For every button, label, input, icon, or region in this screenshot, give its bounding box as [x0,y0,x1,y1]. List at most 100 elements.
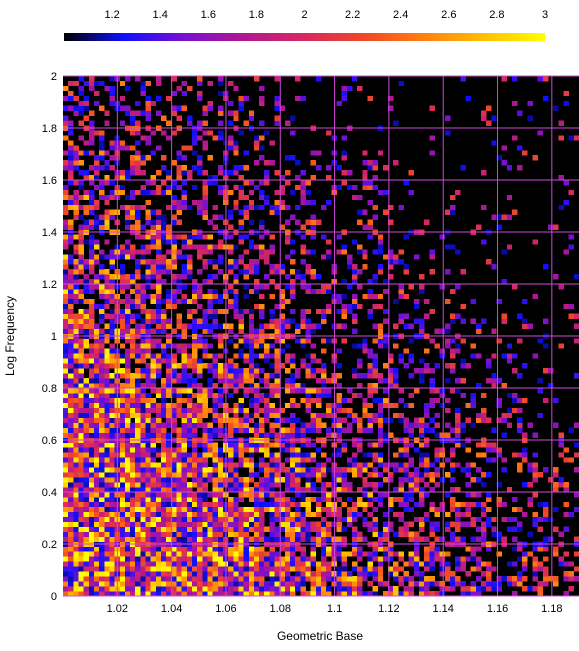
heatmap-cell [553,546,559,552]
heatmap-cell [460,501,466,508]
heatmap-cell [166,556,172,562]
heatmap-cell [351,457,358,463]
heatmap-cell [63,447,69,453]
heatmap-cell [207,383,213,389]
heatmap-cell [372,175,379,181]
heatmap-cell [511,591,518,597]
heatmap-cell [73,95,79,102]
heatmap-cell [135,516,141,523]
heatmap-cell [326,175,332,181]
heatmap-cell [398,591,404,597]
heatmap-cell [207,155,213,161]
heatmap-cell [176,165,182,171]
heatmap-cell [243,368,250,374]
heatmap-cell [99,586,105,592]
heatmap-cell [202,427,208,433]
heatmap-cell [321,412,327,419]
heatmap-cell [99,293,105,300]
heatmap-cell [455,407,461,414]
heatmap-cell [408,338,415,344]
heatmap-cell [99,511,105,518]
heatmap-cell [357,511,363,518]
heatmap-cell [150,457,157,463]
heatmap-cell [150,373,157,379]
heatmap-cell [450,536,456,542]
heatmap-cell [171,194,177,201]
heatmap-cell [135,293,141,300]
heatmap-cell [233,511,239,518]
heatmap-cell [238,259,244,265]
heatmap-cell [279,546,286,552]
heatmap-cell [88,457,95,463]
heatmap-cell [336,447,342,453]
heatmap-cell [279,511,286,518]
heatmap-cell [88,536,95,542]
heatmap-cell [161,581,167,587]
heatmap-cell [171,244,177,250]
heatmap-cell [269,269,275,275]
heatmap-cell [104,427,110,433]
heatmap-cell [300,234,306,240]
heatmap-cell [367,566,373,572]
heatmap-cell [135,388,141,394]
heatmap-cell [491,264,497,270]
heatmap-cell [176,378,182,384]
heatmap-cell [73,447,79,453]
heatmap-cell [269,551,275,557]
heatmap-cell [310,536,317,542]
heatmap-cell [217,556,224,562]
heatmap-cell [166,135,172,141]
heatmap-cell [104,442,110,448]
heatmap-cell [119,516,126,523]
heatmap-cell [176,288,182,295]
heatmap-cell [130,392,136,399]
heatmap-cell [130,397,136,404]
heatmap-cell [259,308,265,315]
heatmap-cell [310,175,317,181]
heatmap-cell [197,591,203,597]
heatmap-cell [212,427,219,433]
heatmap-cell [68,407,74,414]
heatmap-cell [455,313,461,319]
heatmap-cell [331,546,337,552]
heatmap-cell [424,422,430,428]
heatmap-cell [238,571,244,577]
heatmap-cell [341,561,348,567]
heatmap-cell [372,274,379,280]
heatmap-cell [88,397,95,404]
heatmap-cell [124,105,131,111]
heatmap-cell [295,571,301,577]
heatmap-cell [434,546,440,552]
heatmap-cell [460,338,466,344]
heatmap-cell [429,546,435,552]
heatmap-cell [212,135,219,141]
heatmap-cell [274,586,281,592]
heatmap-cell [145,536,152,542]
heatmap-cell [475,323,482,329]
heatmap-cell [73,546,79,552]
heatmap-cell [377,338,384,344]
heatmap-cell [119,551,126,557]
y-axis: 00.20.40.60.811.21.41.61.82 [42,71,57,603]
heatmap-cell [238,581,244,587]
heatmap-cell [63,388,69,394]
heatmap-cell [155,571,162,577]
heatmap-cell [243,353,250,359]
heatmap-cell [197,368,203,374]
heatmap-cell [501,417,508,423]
heatmap-cell [470,566,477,572]
heatmap-cell [480,110,487,116]
heatmap-cell [140,244,146,250]
heatmap-cell [305,363,311,369]
heatmap-cell [104,383,110,389]
heatmap-cell [362,373,368,379]
heatmap-cell [259,496,265,503]
heatmap-cell [315,526,322,532]
heatmap-cell [197,120,203,126]
heatmap-cell [367,427,373,433]
heatmap-cell [305,180,311,186]
heatmap-cell [393,160,399,166]
heatmap-cell [135,264,141,270]
heatmap-cell [73,259,79,265]
heatmap-cell [155,274,162,280]
